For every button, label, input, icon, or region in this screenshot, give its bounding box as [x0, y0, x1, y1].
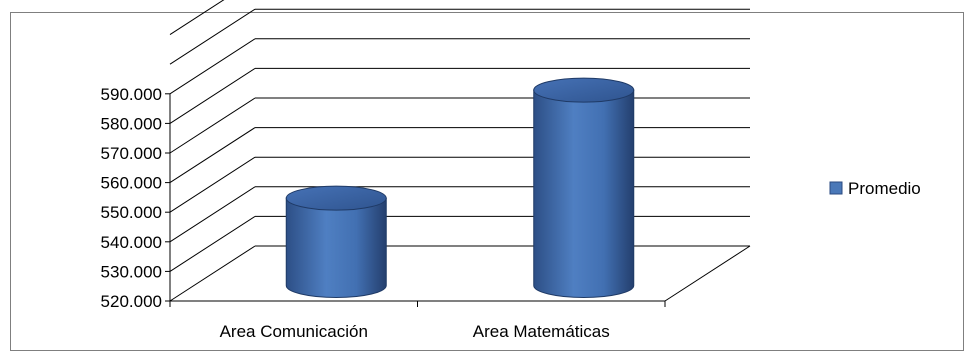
- x-category-label: Area Comunicación: [220, 322, 368, 341]
- gridline-side-5: [169, 97, 256, 154]
- gridline-side-1: [169, 215, 256, 272]
- gridline-side-8: [169, 8, 256, 65]
- bar-body: [285, 197, 387, 298]
- y-tick-label: 590.000: [101, 85, 162, 104]
- gridline-side-6: [169, 67, 256, 124]
- y-tick-label: 530.000: [101, 262, 162, 281]
- bar-top: [285, 185, 387, 211]
- y-tick-label: 550.000: [101, 203, 162, 222]
- bar-top: [533, 77, 635, 103]
- floor-right-edge: [664, 245, 751, 302]
- gridline-side-3: [169, 156, 256, 213]
- gridline-side-7: [169, 38, 256, 95]
- gridline-side-9: [169, 0, 225, 36]
- y-tick-label: 560.000: [101, 174, 162, 193]
- y-tick-label: 570.000: [101, 144, 162, 163]
- x-category-label: Area Matemáticas: [473, 322, 610, 341]
- bars: [285, 77, 635, 298]
- x-axis-category-labels: Area Comunicación Area Matemáticas: [220, 322, 610, 341]
- bar-area-matematicas: [533, 77, 635, 298]
- gridline-side-0: [169, 245, 256, 302]
- bar-body: [533, 89, 635, 298]
- y-axis-tick-labels: 520.000 530.000 540.000 550.000 560.000 570.0…: [101, 85, 162, 311]
- gridline-side-2: [169, 186, 256, 243]
- legend-label-promedio: Promedio: [848, 179, 921, 198]
- gridline-side-4: [169, 127, 256, 184]
- legend: Promedio: [829, 179, 921, 198]
- axes: [165, 93, 751, 307]
- y-tick-label: 580.000: [101, 114, 162, 133]
- gridlines: [169, 0, 750, 302]
- y-tick-label: 540.000: [101, 233, 162, 252]
- bar-area-comunicacion: [285, 185, 387, 298]
- y-tick-label: 520.000: [101, 292, 162, 311]
- legend-swatch-promedio: [829, 181, 843, 195]
